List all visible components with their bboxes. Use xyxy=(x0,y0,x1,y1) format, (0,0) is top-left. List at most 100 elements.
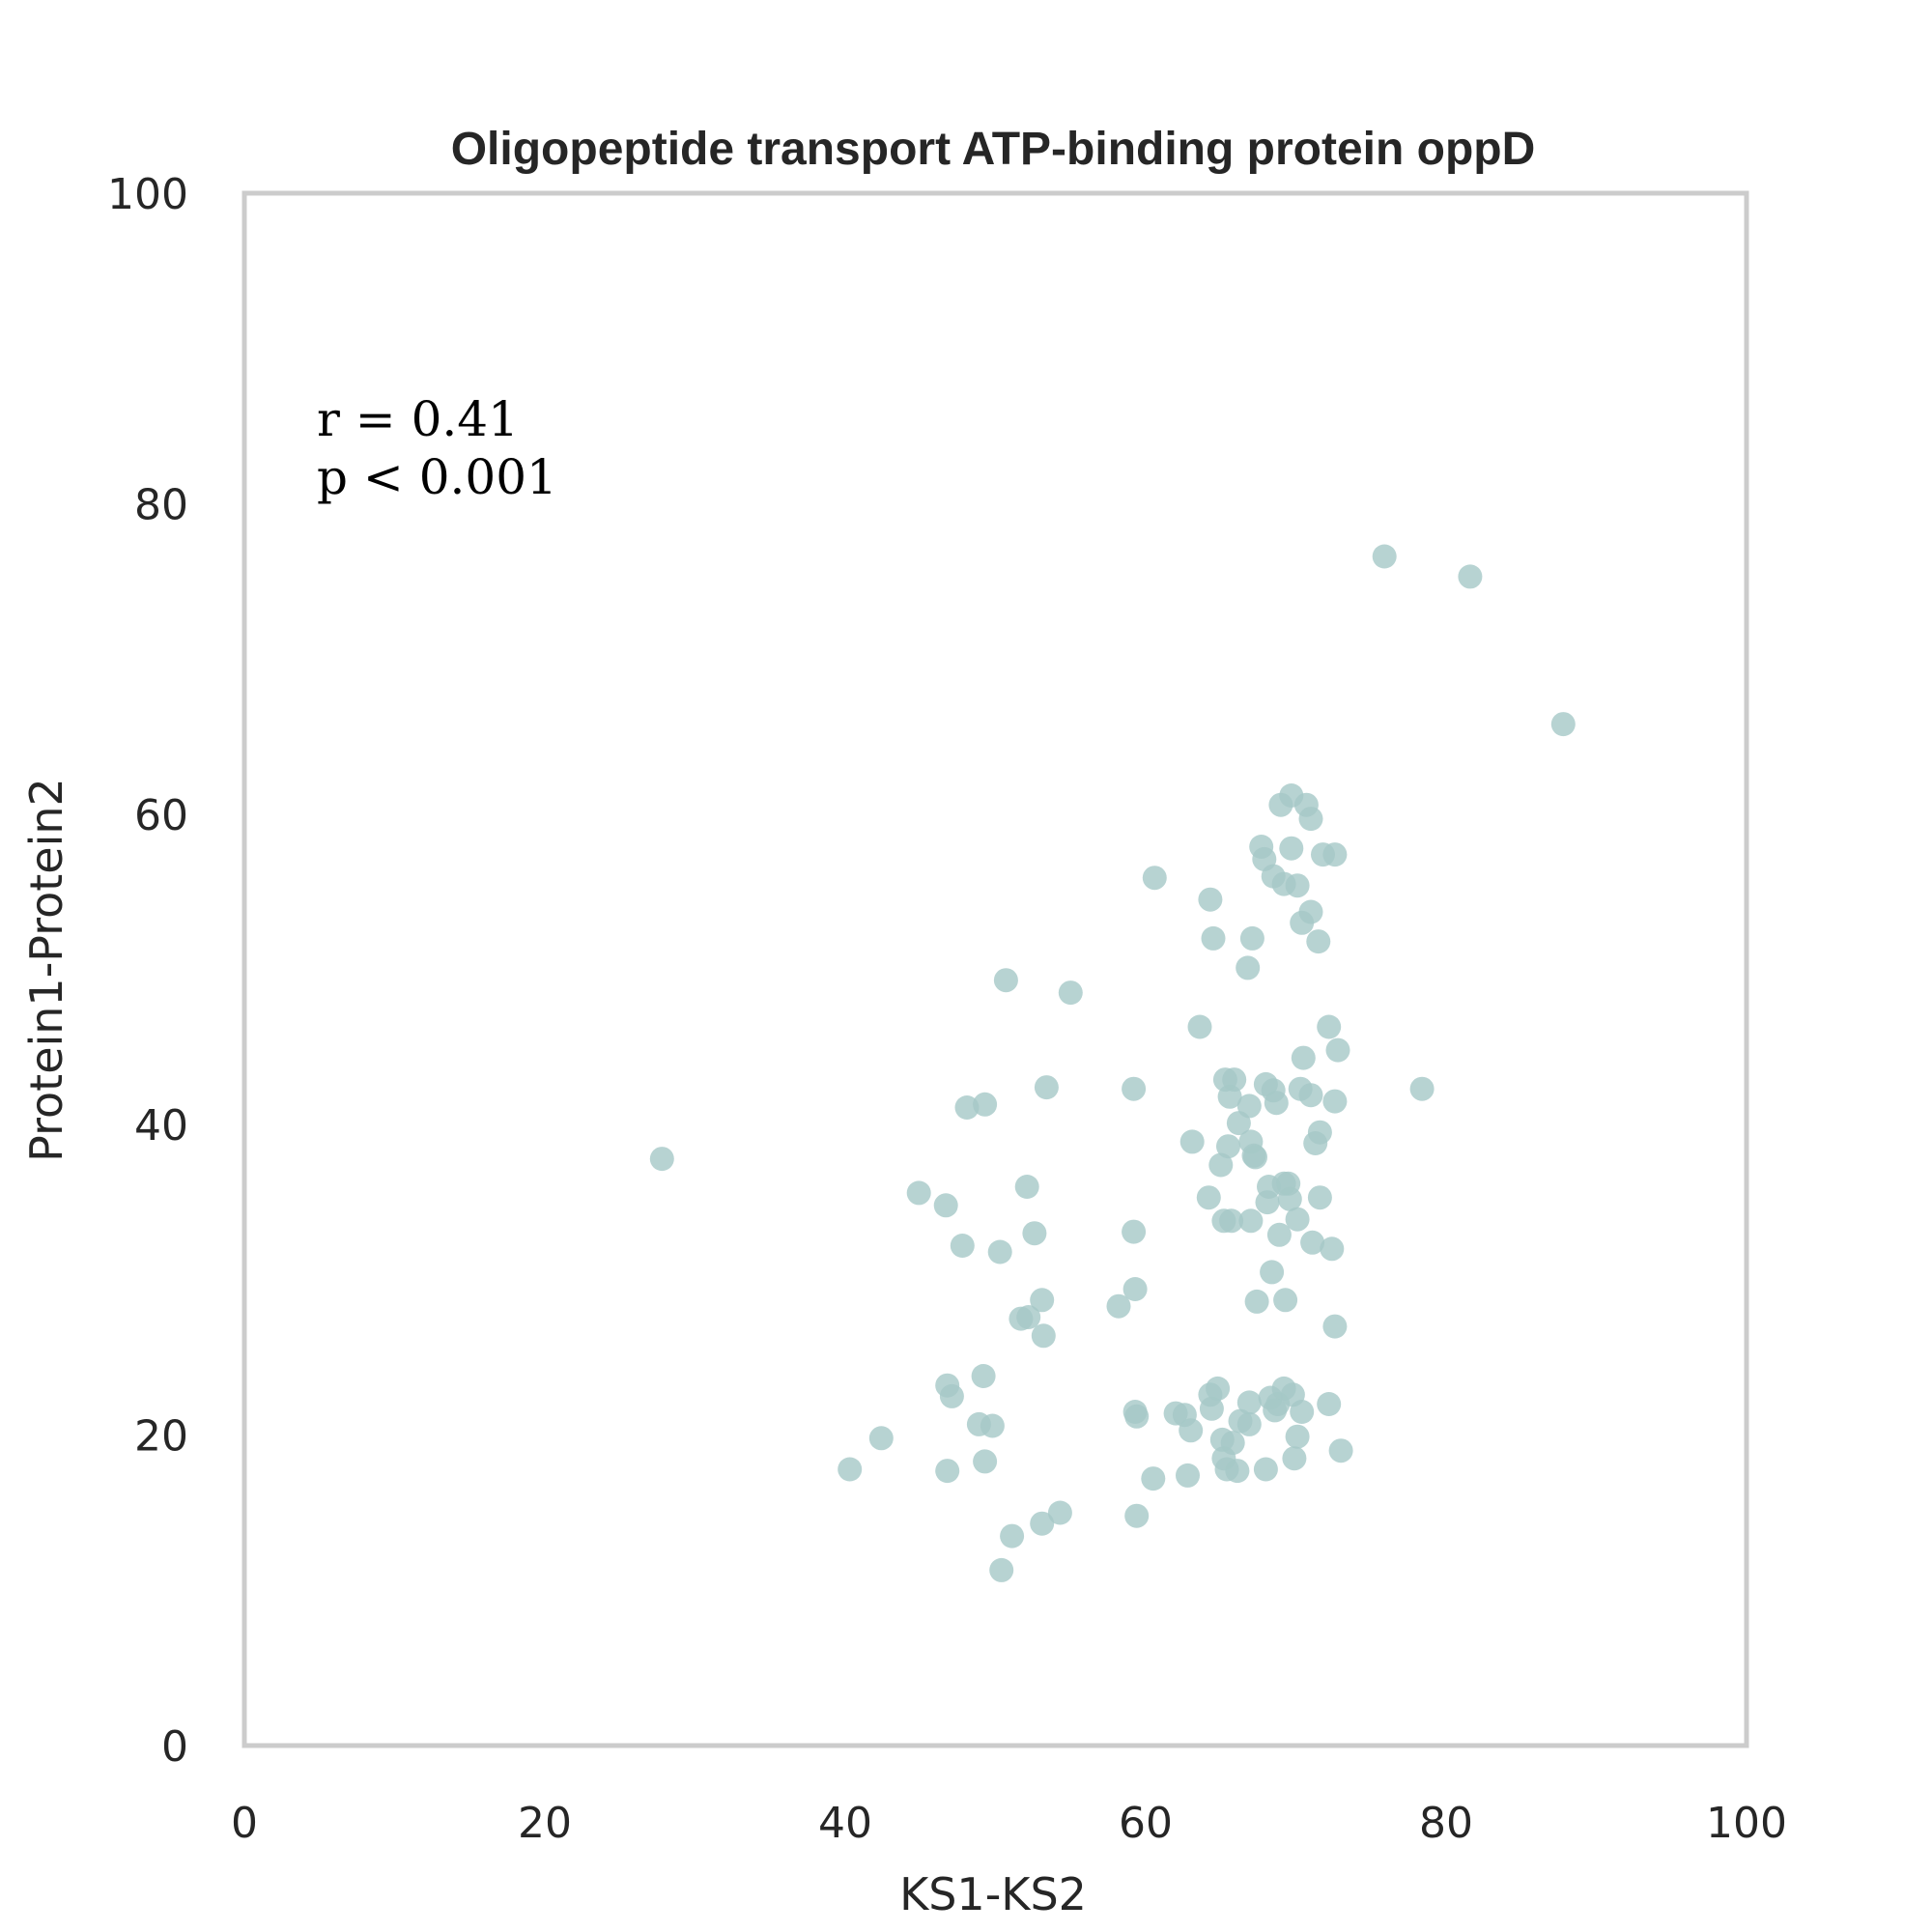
y-tick-label: 60 xyxy=(134,791,188,840)
data-point xyxy=(1016,1305,1041,1329)
plot-frame xyxy=(242,190,1749,1748)
data-point xyxy=(1285,1424,1310,1449)
y-tick-label: 0 xyxy=(161,1722,188,1772)
data-point xyxy=(1030,1511,1055,1536)
data-point xyxy=(1260,1260,1285,1285)
data-point xyxy=(1219,1208,1244,1234)
data-point xyxy=(1244,1289,1269,1314)
data-point xyxy=(939,1383,964,1408)
data-point xyxy=(1253,1457,1278,1482)
data-point xyxy=(1198,887,1223,912)
data-point xyxy=(1282,1446,1307,1471)
y-axis-label: Protein1-Protein2 xyxy=(20,778,72,1162)
x-tick-label: 20 xyxy=(518,1799,572,1848)
data-point xyxy=(935,1459,960,1484)
data-point xyxy=(1239,925,1264,951)
data-point xyxy=(868,1426,894,1451)
data-point xyxy=(1307,1120,1332,1145)
data-point xyxy=(1058,980,1083,1006)
data-point xyxy=(1141,1466,1166,1492)
data-point xyxy=(993,968,1018,993)
y-tick-label: 20 xyxy=(134,1412,188,1462)
data-point xyxy=(1220,1431,1245,1456)
data-point xyxy=(1122,1277,1148,1301)
chart-title: Oligopeptide transport ATP-binding prote… xyxy=(451,124,1536,175)
data-point xyxy=(933,1193,958,1218)
data-point xyxy=(1000,1523,1025,1548)
data-point xyxy=(1279,836,1304,861)
data-point xyxy=(1266,1222,1292,1247)
data-point xyxy=(1216,1134,1240,1159)
data-point xyxy=(1225,1459,1250,1484)
data-point xyxy=(1372,544,1397,569)
data-point xyxy=(1014,1175,1039,1199)
data-point xyxy=(987,1239,1012,1264)
data-point xyxy=(954,1095,980,1120)
data-point xyxy=(1030,1288,1055,1313)
data-point xyxy=(1201,925,1226,951)
y-tick-label: 40 xyxy=(134,1101,188,1151)
data-point xyxy=(1300,1230,1325,1255)
x-axis-label: KS1-KS2 xyxy=(899,1868,1087,1920)
data-point xyxy=(1328,1438,1353,1463)
data-point xyxy=(1322,842,1348,867)
data-point xyxy=(1307,1185,1332,1210)
data-point xyxy=(838,1457,863,1482)
data-point xyxy=(973,1449,998,1474)
data-point xyxy=(1031,1323,1056,1349)
data-point xyxy=(1238,1208,1264,1234)
data-point xyxy=(1550,712,1576,737)
data-point xyxy=(1317,1014,1342,1039)
data-point xyxy=(1124,1404,1150,1429)
data-point xyxy=(906,1180,931,1206)
data-point xyxy=(1322,1089,1348,1114)
data-point xyxy=(1291,1045,1316,1070)
data-points xyxy=(649,544,1576,1582)
data-point xyxy=(1243,1145,1267,1170)
data-point xyxy=(1458,564,1483,589)
p-annotation: p < 0.001 xyxy=(317,449,557,505)
data-point xyxy=(1290,1400,1315,1424)
data-point xyxy=(1306,929,1331,954)
y-tick-labels: 0 20 40 60 80 100 xyxy=(107,170,188,1772)
data-point xyxy=(1320,1236,1345,1262)
data-point xyxy=(1196,1185,1221,1210)
data-point xyxy=(1179,1129,1205,1154)
y-tick-label: 100 xyxy=(107,170,188,219)
data-point xyxy=(1022,1221,1047,1246)
data-point xyxy=(973,1092,998,1117)
data-point xyxy=(1222,1067,1247,1093)
data-point xyxy=(1187,1014,1212,1039)
data-point xyxy=(1034,1075,1059,1100)
data-point xyxy=(980,1413,1005,1438)
data-point xyxy=(1285,1207,1310,1232)
data-point xyxy=(1236,1411,1262,1436)
data-point xyxy=(1236,1390,1262,1415)
data-point xyxy=(971,1364,996,1388)
x-tick-label: 40 xyxy=(818,1799,872,1848)
x-tick-label: 100 xyxy=(1706,1799,1787,1848)
data-point xyxy=(1142,866,1167,891)
data-point xyxy=(1122,1076,1147,1101)
data-point xyxy=(1199,1396,1224,1421)
data-point xyxy=(950,1234,975,1258)
data-point xyxy=(1409,1076,1435,1101)
data-point xyxy=(1176,1463,1200,1488)
x-tick-labels: 0 20 40 60 80 100 xyxy=(231,1799,1787,1848)
data-point xyxy=(1298,899,1323,924)
data-point xyxy=(1317,1392,1342,1416)
data-point xyxy=(1179,1418,1204,1443)
y-tick-label: 80 xyxy=(134,480,188,529)
r-annotation: r = 0.41 xyxy=(317,391,519,447)
data-point xyxy=(989,1557,1014,1582)
x-tick-label: 80 xyxy=(1419,1799,1473,1848)
data-point xyxy=(1106,1293,1131,1319)
data-point xyxy=(1122,1219,1147,1244)
data-point xyxy=(1124,1503,1150,1528)
data-point xyxy=(1298,1083,1323,1108)
data-point xyxy=(1298,807,1323,832)
data-point xyxy=(1264,1091,1289,1116)
data-point xyxy=(1322,1314,1348,1339)
data-point xyxy=(1236,955,1261,980)
